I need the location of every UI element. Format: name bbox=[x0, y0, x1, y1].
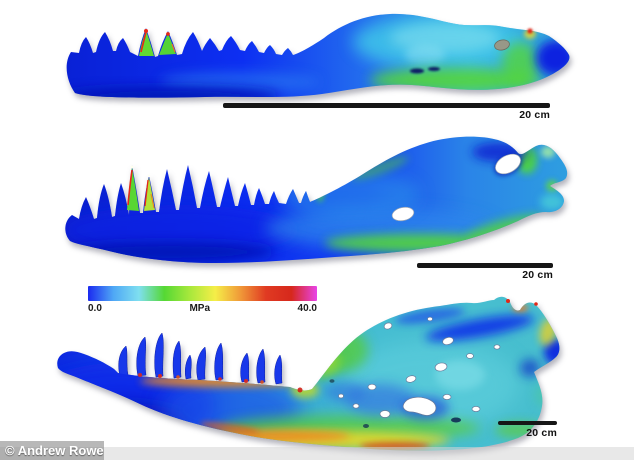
jaw-top-details bbox=[139, 28, 533, 56]
scale-bar-label: 20 cm bbox=[519, 109, 550, 121]
credit-strip bbox=[0, 447, 634, 460]
scale-bar-middle-panel: 20 cm bbox=[417, 263, 553, 281]
jaw-bottom-foramina-holes bbox=[338, 316, 501, 418]
jaw-middle-details bbox=[127, 153, 522, 222]
legend-colorbar bbox=[88, 286, 317, 301]
jaw-stress-map-top bbox=[66, 13, 570, 98]
scale-bar-label: 20 cm bbox=[526, 427, 557, 439]
scale-bar-line bbox=[498, 421, 557, 425]
jaw-bottom-teeth bbox=[118, 332, 283, 385]
scale-bar-bottom-panel: 20 cm bbox=[498, 421, 557, 439]
scale-bar-line bbox=[223, 103, 550, 108]
mandibular-fenestra-small bbox=[391, 206, 415, 222]
credit-text: © Andrew Rowe bbox=[5, 443, 104, 458]
legend-unit-label: MPa bbox=[189, 303, 210, 314]
stress-legend: 0.0 MPa 40.0 bbox=[88, 286, 317, 314]
jaw-stress-map-middle bbox=[65, 136, 568, 263]
legend-min-label: 0.0 bbox=[88, 303, 102, 314]
mandibular-fenestra-large bbox=[495, 153, 521, 175]
credit-box: © Andrew Rowe bbox=[0, 441, 104, 460]
kidney-shaped-opening bbox=[402, 396, 437, 416]
legend-labels: 0.0 MPa 40.0 bbox=[88, 303, 317, 314]
scale-bar-top-panel: 20 cm bbox=[223, 103, 550, 121]
scale-bar-line bbox=[417, 263, 553, 268]
jaw-bottom-dark-pits bbox=[138, 299, 538, 428]
jaw-stress-map-bottom bbox=[57, 296, 560, 451]
legend-max-label: 40.0 bbox=[297, 303, 317, 314]
scale-bar-label: 20 cm bbox=[522, 269, 553, 281]
